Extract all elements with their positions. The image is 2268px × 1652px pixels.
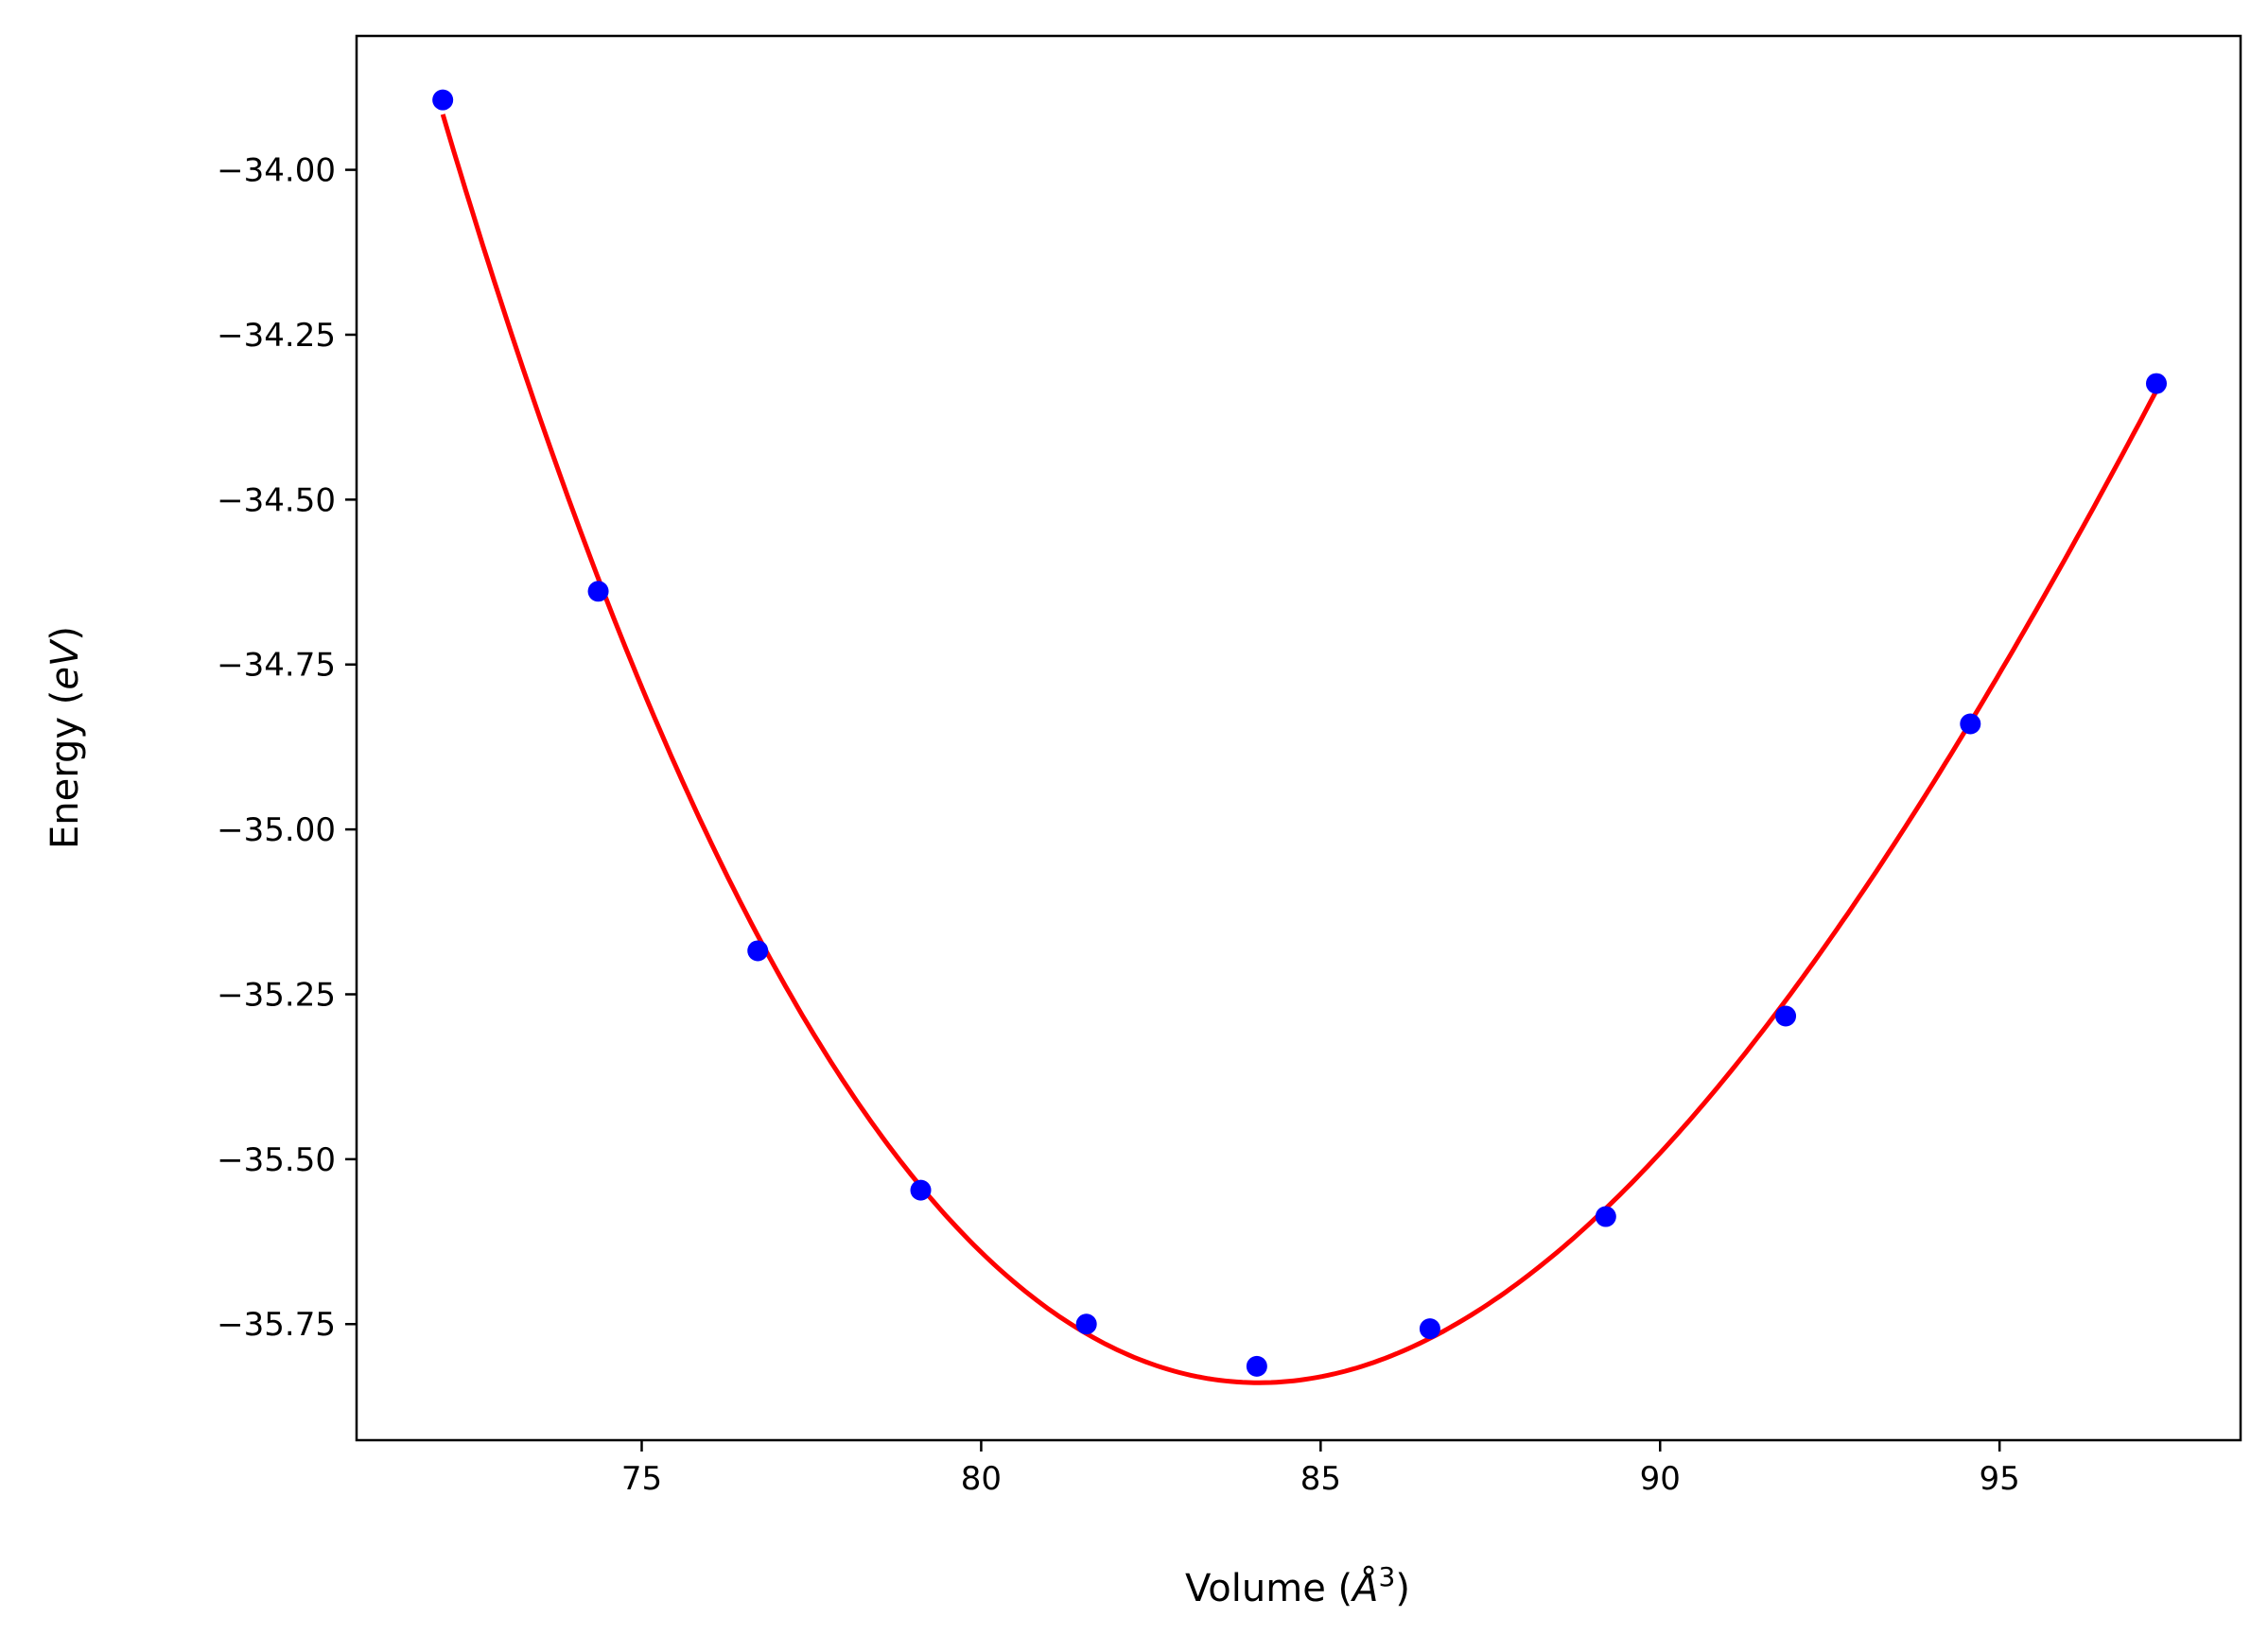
x-axis-label: Volume (Å3) <box>1185 1561 1410 1610</box>
y-tick-label: −34.75 <box>217 647 336 685</box>
data-point <box>1246 1355 1267 1377</box>
y-tick-label: −35.75 <box>217 1306 336 1344</box>
x-tick-label: 95 <box>1980 1460 2020 1498</box>
y-tick-label: −35.25 <box>217 976 336 1014</box>
data-point <box>1960 713 1981 735</box>
y-tick-label: −35.00 <box>217 811 336 849</box>
x-tick-label: 80 <box>961 1460 1002 1498</box>
data-point <box>1775 1005 1797 1027</box>
y-tick-label: −34.25 <box>217 317 336 355</box>
data-point <box>1075 1313 1097 1335</box>
x-tick-label: 85 <box>1300 1460 1341 1498</box>
y-tick-label: −34.50 <box>217 481 336 519</box>
data-point <box>910 1179 932 1201</box>
data-point <box>1595 1206 1616 1227</box>
plot-area <box>432 89 2167 1385</box>
data-point <box>747 940 769 962</box>
fit-curve <box>440 113 2159 1385</box>
y-tick-label: −35.50 <box>217 1141 336 1179</box>
x-axis: 75 80 85 90 95 <box>621 1440 2020 1498</box>
data-point <box>587 581 609 602</box>
y-tick-label: −34.00 <box>217 152 336 190</box>
x-tick-label: 75 <box>621 1460 662 1498</box>
data-point <box>1419 1318 1440 1340</box>
axes-frame <box>355 34 2242 1442</box>
y-axis-label: Energy (eV) <box>44 626 87 849</box>
data-point <box>2145 373 2167 394</box>
data-point <box>432 89 454 111</box>
x-tick-label: 90 <box>1640 1460 1681 1498</box>
y-axis: −34.00 −34.25 −34.50 −34.75 −35.00 −35.25 −35.… <box>217 152 357 1344</box>
